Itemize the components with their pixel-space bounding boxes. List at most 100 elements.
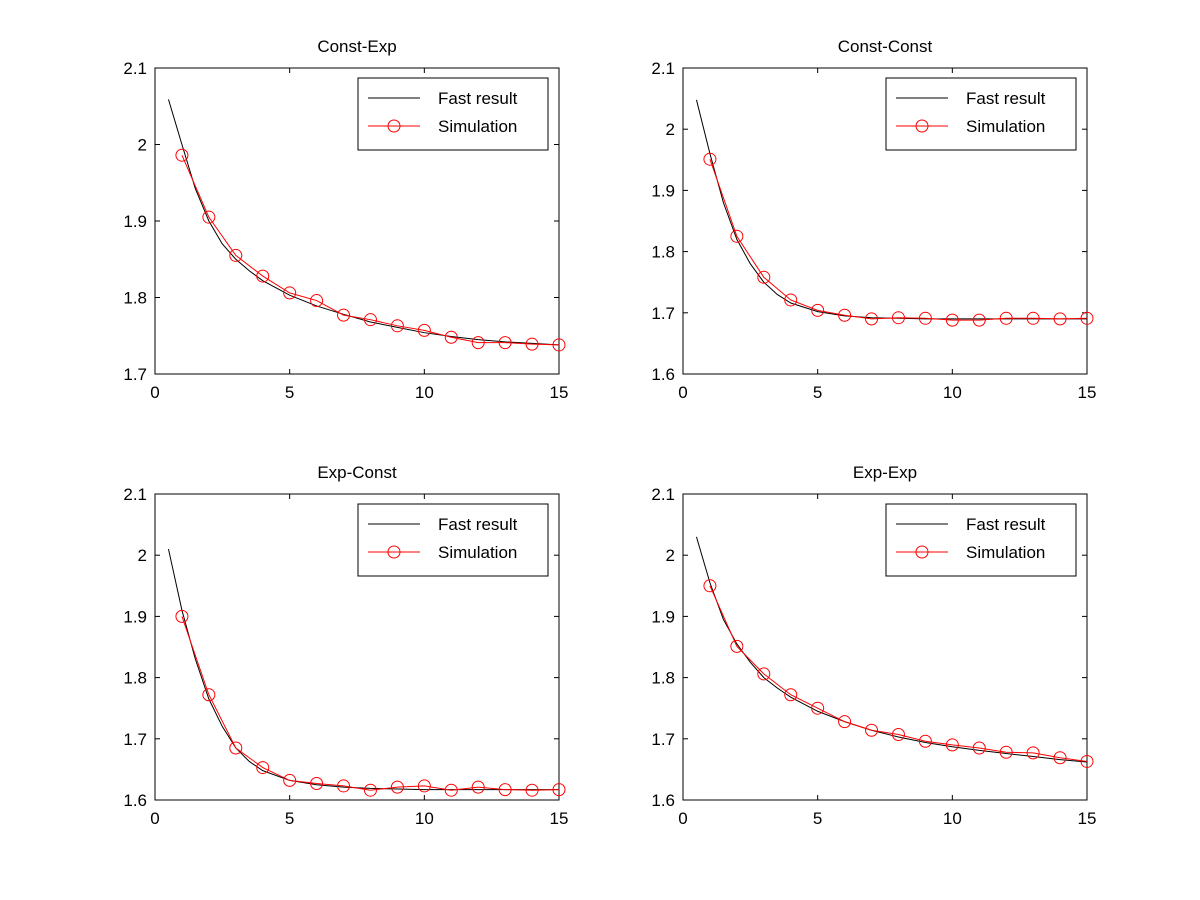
simulation-point bbox=[310, 776, 324, 790]
y-tick-label: 2 bbox=[666, 120, 675, 139]
simulation-point bbox=[918, 734, 932, 748]
subplot-2: Const-Const 0 5 10 15 1.6 1.7 1.8 1.9 2 2.1 Fast re… bbox=[651, 37, 1096, 402]
y-tick-label: 2.1 bbox=[123, 485, 147, 504]
simulation-point bbox=[444, 783, 458, 797]
simulation-point bbox=[972, 741, 986, 755]
y-tick-label: 1.9 bbox=[651, 181, 675, 200]
y-tick-label: 1.9 bbox=[651, 607, 675, 626]
y-tick-label: 1.7 bbox=[123, 365, 147, 384]
y-tick-label: 1.6 bbox=[651, 365, 675, 384]
x-tick-label: 15 bbox=[550, 809, 569, 828]
legend-marker bbox=[387, 119, 401, 133]
legend-box bbox=[885, 503, 1077, 577]
simulation-point bbox=[1053, 751, 1067, 765]
x-tick-label: 5 bbox=[813, 809, 822, 828]
y-tick-label: 1.9 bbox=[123, 607, 147, 626]
simulation-point bbox=[1026, 311, 1040, 325]
legend-label: Fast result bbox=[438, 515, 518, 534]
x-tick-label: 0 bbox=[678, 809, 687, 828]
series-line-simulation bbox=[709, 585, 1088, 762]
simulation-point bbox=[730, 229, 744, 243]
legend: Fast result Simulation bbox=[357, 77, 549, 151]
y-tick-label: 1.8 bbox=[651, 669, 675, 688]
subplot-1: Const-Exp 0 5 10 15 1.7 1.8 1.9 2 2.1 Fast result S… bbox=[123, 37, 568, 402]
x-tick-label: 15 bbox=[1078, 383, 1097, 402]
x-tick-label: 0 bbox=[150, 383, 159, 402]
subplot-3: Exp-Const 0 5 10 15 1.6 1.7 1.8 1.9 2 2.1 Fast resu… bbox=[123, 463, 568, 828]
y-tick-label: 1.7 bbox=[651, 730, 675, 749]
simulation-point bbox=[471, 336, 485, 350]
subplot-4: Exp-Exp 0 5 10 15 1.6 1.7 1.8 1.9 2 2.1 Fast result… bbox=[651, 463, 1096, 828]
simulation-point bbox=[730, 639, 744, 653]
legend-marker bbox=[915, 119, 929, 133]
simulation-point bbox=[283, 773, 297, 787]
simulation-point bbox=[175, 609, 189, 623]
simulation-point bbox=[1026, 746, 1040, 760]
simulation-point bbox=[256, 761, 270, 775]
x-tick-label: 5 bbox=[285, 383, 294, 402]
simulation-point bbox=[525, 783, 539, 797]
x-tick-label: 10 bbox=[943, 809, 962, 828]
subplot-title: Const-Const bbox=[838, 37, 933, 56]
simulation-point bbox=[865, 723, 879, 737]
simulation-point bbox=[1080, 754, 1094, 768]
legend-label: Fast result bbox=[966, 515, 1046, 534]
simulation-point bbox=[202, 210, 216, 224]
simulation-point bbox=[757, 667, 771, 681]
x-tick-label: 5 bbox=[285, 809, 294, 828]
legend-label: Fast result bbox=[438, 89, 518, 108]
simulation-point bbox=[918, 311, 932, 325]
simulation-point bbox=[229, 248, 243, 262]
x-tick-label: 15 bbox=[550, 383, 569, 402]
simulation-point bbox=[838, 308, 852, 322]
legend-box bbox=[357, 503, 549, 577]
simulation-point bbox=[703, 152, 717, 166]
simulation-point bbox=[390, 319, 404, 333]
simulation-point bbox=[811, 701, 825, 715]
y-tick-label: 1.6 bbox=[651, 791, 675, 810]
x-tick-label: 15 bbox=[1078, 809, 1097, 828]
series-line-simulation bbox=[181, 616, 560, 791]
x-tick-label: 10 bbox=[415, 383, 434, 402]
simulation-point bbox=[175, 148, 189, 162]
simulation-point bbox=[525, 337, 539, 351]
subplot-title: Const-Exp bbox=[317, 37, 396, 56]
simulation-point bbox=[891, 728, 905, 742]
legend-box bbox=[357, 77, 549, 151]
simulation-point bbox=[703, 579, 717, 593]
x-tick-label: 0 bbox=[678, 383, 687, 402]
simulation-point bbox=[784, 688, 798, 702]
x-tick-label: 10 bbox=[943, 383, 962, 402]
y-tick-label: 1.7 bbox=[123, 730, 147, 749]
simulation-point bbox=[891, 311, 905, 325]
legend-box bbox=[885, 77, 1077, 151]
y-tick-label: 1.9 bbox=[123, 212, 147, 231]
legend: Fast result Simulation bbox=[885, 77, 1077, 151]
simulation-point bbox=[310, 294, 324, 308]
y-tick-label: 2 bbox=[138, 136, 147, 155]
series-line-fast-result bbox=[167, 548, 559, 791]
y-tick-label: 1.8 bbox=[123, 669, 147, 688]
simulation-point bbox=[498, 336, 512, 350]
y-tick-label: 1.6 bbox=[123, 791, 147, 810]
y-tick-label: 1.8 bbox=[123, 289, 147, 308]
series-line-simulation bbox=[709, 159, 1088, 321]
y-tick-label: 2.1 bbox=[123, 59, 147, 78]
simulation-point bbox=[757, 270, 771, 284]
simulation-point bbox=[552, 338, 566, 352]
simulation-point bbox=[999, 311, 1013, 325]
simulation-point bbox=[999, 745, 1013, 759]
subplot-title: Exp-Const bbox=[317, 463, 397, 482]
simulation-point bbox=[417, 779, 431, 793]
simulation-point bbox=[202, 688, 216, 702]
legend: Fast result Simulation bbox=[885, 503, 1077, 577]
simulation-point bbox=[1053, 312, 1067, 326]
y-tick-label: 2.1 bbox=[651, 485, 675, 504]
simulation-point bbox=[498, 783, 512, 797]
simulation-point bbox=[945, 738, 959, 752]
y-tick-label: 1.8 bbox=[651, 243, 675, 262]
legend: Fast result Simulation bbox=[357, 503, 549, 577]
simulation-point bbox=[256, 269, 270, 283]
legend-label: Simulation bbox=[966, 543, 1045, 562]
